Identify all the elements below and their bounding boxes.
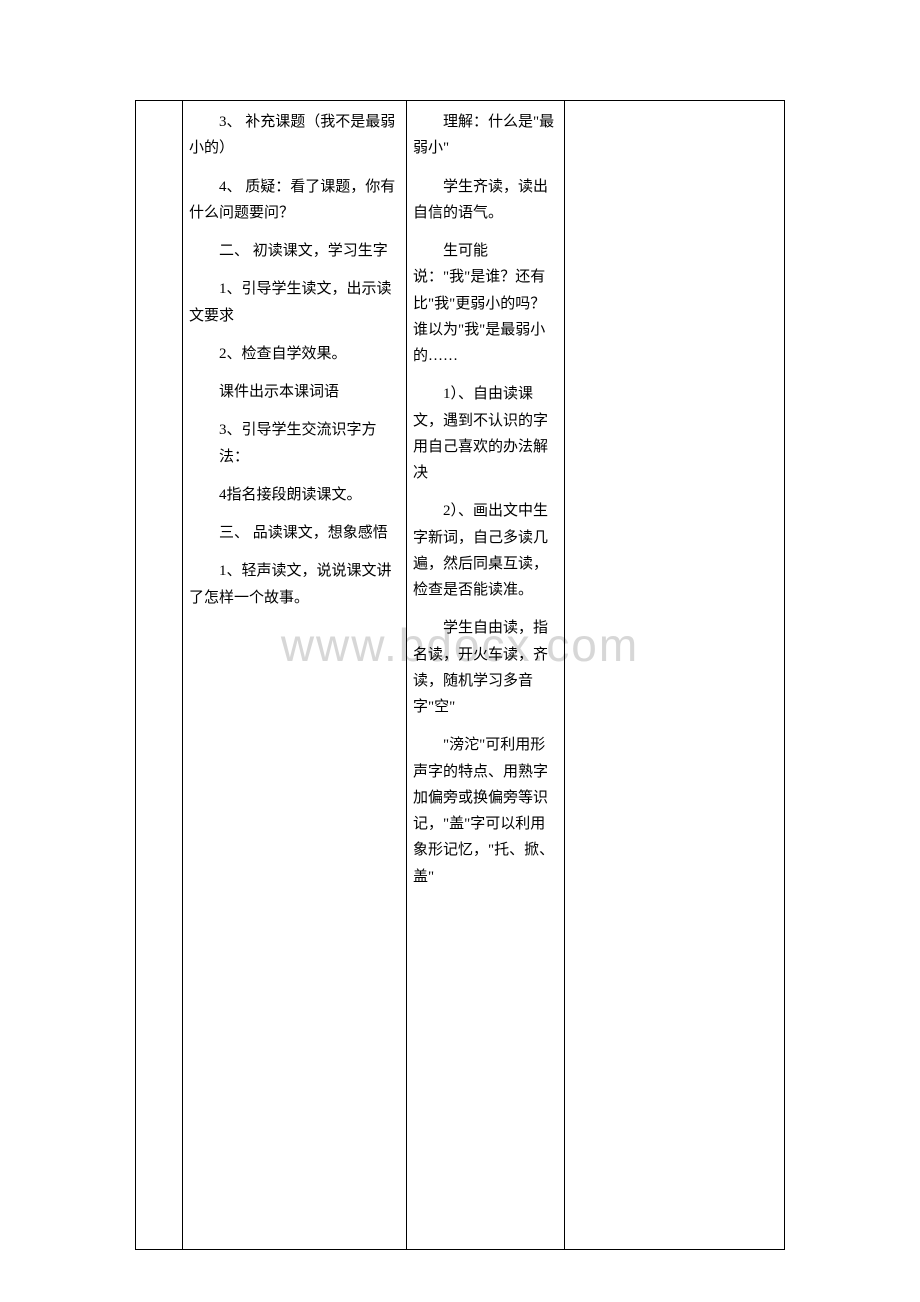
col3-para: "滂沱"可利用形声字的特点、用熟字加偏旁或换偏旁等识记，"盖"字可以利用象形记忆… (413, 732, 558, 890)
col2-para: 4指名接段朗读课文。 (189, 482, 400, 508)
page-content: 3、 补充课题（我不是最弱小的） 4、 质疑：看了课题，你有什么问题要问？ 二、… (135, 100, 785, 1250)
col3-para: 理解：什么是"最弱小" (413, 109, 558, 162)
col2-para: 课件出示本课词语 (189, 379, 400, 405)
col3-para: 学生自由读，指名读，开火车读，齐读，随机学习多音字"空" (413, 615, 558, 720)
col3-para: 学生齐读，读出自信的语气。 (413, 174, 558, 227)
col3-para: 生可能说："我"是谁？还有比"我"更弱小的吗？谁以为"我"是最弱小的…… (413, 238, 558, 369)
col2-para: 法： (189, 444, 400, 470)
col2-para: 1、引导学生读文，出示读文要求 (189, 276, 400, 329)
table-col-1 (136, 101, 183, 1249)
col3-para: 1）、自由读课文，遇到不认识的字用自己喜欢的办法解决 (413, 381, 558, 486)
lesson-table: 3、 补充课题（我不是最弱小的） 4、 质疑：看了课题，你有什么问题要问？ 二、… (135, 100, 785, 1250)
table-col-4 (565, 101, 784, 1249)
col2-para: 1、轻声读文，说说课文讲了怎样一个故事。 (189, 558, 400, 611)
table-col-3-student: 理解：什么是"最弱小" 学生齐读，读出自信的语气。 生可能说："我"是谁？还有比… (407, 101, 565, 1249)
col2-para: 三、 品读课文，想象感悟 (189, 520, 400, 546)
col2-para: 3、引导学生交流识字方 (189, 417, 400, 443)
col2-para: 3、 补充课题（我不是最弱小的） (189, 109, 400, 162)
col3-para: 2）、画出文中生字新词，自己多读几遍，然后同桌互读，检查是否能读准。 (413, 498, 558, 603)
col2-para: 二、 初读课文，学习生字 (189, 238, 400, 264)
col2-para: 4、 质疑：看了课题，你有什么问题要问？ (189, 174, 400, 227)
table-col-2-teacher: 3、 补充课题（我不是最弱小的） 4、 质疑：看了课题，你有什么问题要问？ 二、… (183, 101, 407, 1249)
col2-para: 2、检查自学效果。 (189, 341, 400, 367)
